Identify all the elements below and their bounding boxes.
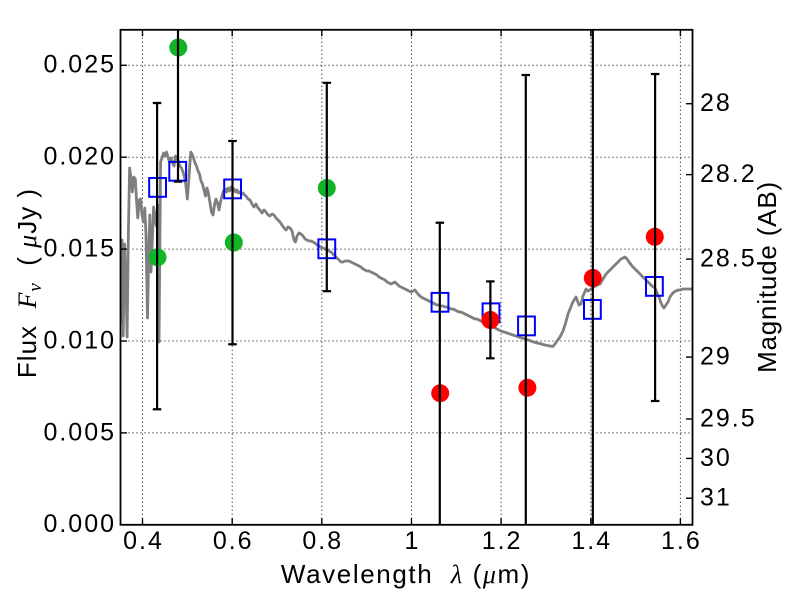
- svg-text:29.5: 29.5: [700, 404, 757, 432]
- svg-text:0.6: 0.6: [213, 527, 254, 555]
- svg-text:0.020: 0.020: [43, 143, 116, 171]
- svg-text:30: 30: [700, 444, 732, 472]
- svg-text:0.000: 0.000: [43, 510, 116, 538]
- svg-text:29: 29: [700, 343, 732, 371]
- svg-text:Flux Fν ( μJy ): Flux Fν ( μJy ): [12, 188, 46, 378]
- svg-text:1: 1: [405, 527, 421, 555]
- svg-text:1.6: 1.6: [661, 527, 702, 555]
- svg-text:0.010: 0.010: [43, 326, 116, 354]
- svg-text:28.2: 28.2: [700, 160, 757, 188]
- svg-text:28.5: 28.5: [700, 245, 757, 273]
- svg-text:0.4: 0.4: [123, 527, 164, 555]
- svg-text:1.2: 1.2: [482, 527, 523, 555]
- svg-text:31: 31: [700, 484, 732, 512]
- svg-text:0.8: 0.8: [302, 527, 343, 555]
- svg-text:0.015: 0.015: [43, 235, 116, 263]
- svg-text:0.025: 0.025: [43, 51, 116, 79]
- svg-text:1.4: 1.4: [571, 527, 612, 555]
- svg-text:0.005: 0.005: [43, 418, 116, 446]
- svg-text:Wavelength λ (μm): Wavelength λ (μm): [281, 559, 531, 589]
- svg-text:Magnitude (AB): Magnitude (AB): [752, 181, 782, 373]
- svg-text:28: 28: [700, 89, 732, 117]
